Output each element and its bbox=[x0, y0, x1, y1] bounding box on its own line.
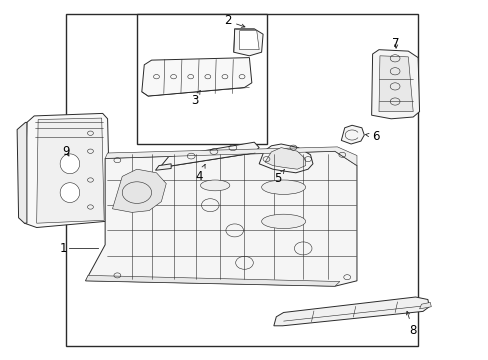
Polygon shape bbox=[378, 56, 412, 112]
Polygon shape bbox=[105, 147, 356, 166]
Text: 8: 8 bbox=[406, 311, 416, 337]
Polygon shape bbox=[264, 148, 305, 169]
Polygon shape bbox=[161, 142, 259, 166]
Polygon shape bbox=[259, 144, 312, 173]
Polygon shape bbox=[37, 118, 104, 223]
Ellipse shape bbox=[60, 154, 80, 174]
Text: 4: 4 bbox=[195, 165, 204, 183]
Text: 7: 7 bbox=[391, 37, 399, 50]
Polygon shape bbox=[85, 151, 356, 286]
Bar bbox=[66, 14, 417, 346]
Polygon shape bbox=[419, 302, 430, 309]
Bar bbox=[137, 14, 266, 144]
Text: 1: 1 bbox=[60, 242, 67, 255]
Polygon shape bbox=[233, 29, 263, 56]
Polygon shape bbox=[155, 164, 171, 170]
Polygon shape bbox=[112, 169, 166, 212]
Polygon shape bbox=[371, 50, 419, 119]
Ellipse shape bbox=[261, 214, 305, 229]
Text: 3: 3 bbox=[190, 91, 200, 107]
Text: 5: 5 bbox=[273, 170, 284, 185]
Ellipse shape bbox=[261, 180, 305, 194]
Ellipse shape bbox=[200, 180, 229, 191]
Text: 9: 9 bbox=[62, 145, 70, 158]
Polygon shape bbox=[17, 122, 27, 223]
Polygon shape bbox=[239, 31, 259, 50]
Text: 6: 6 bbox=[365, 130, 379, 143]
Polygon shape bbox=[85, 275, 339, 286]
Ellipse shape bbox=[60, 183, 80, 202]
Polygon shape bbox=[24, 113, 110, 228]
Polygon shape bbox=[273, 297, 428, 326]
Text: 2: 2 bbox=[223, 14, 244, 27]
Polygon shape bbox=[142, 58, 251, 96]
Polygon shape bbox=[341, 125, 364, 144]
